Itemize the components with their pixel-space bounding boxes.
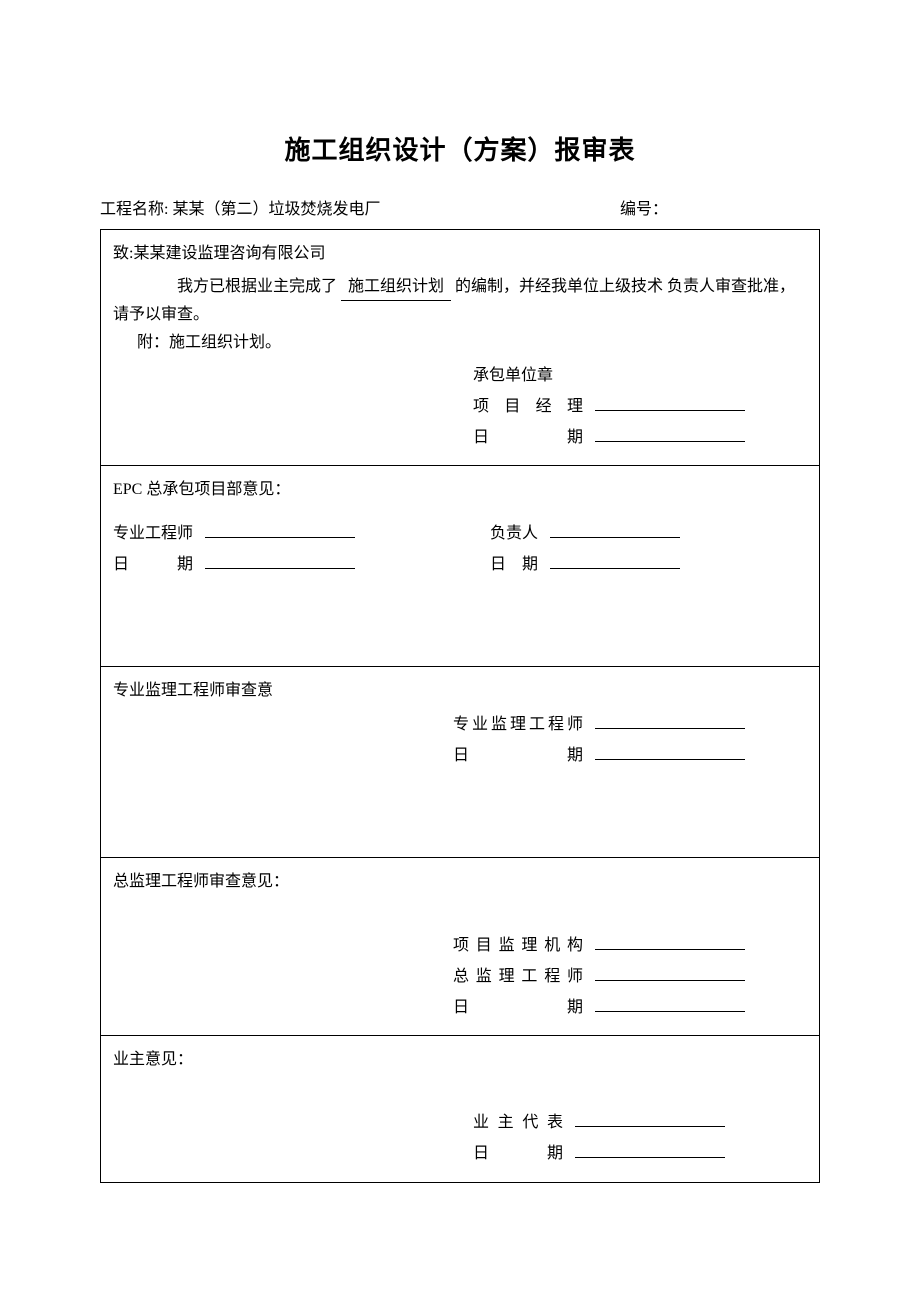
epc-eng-blank xyxy=(205,537,355,538)
owner-sig-block: 业主代表 日 期 xyxy=(473,1109,807,1167)
section-chief-supervisor: 总监理工程师审查意见： 项目监理机构 总监理工程师 日 期 xyxy=(101,858,820,1036)
section-owner: 业主意见： 业主代表 日 期 xyxy=(101,1036,820,1183)
date-blank-1 xyxy=(595,441,745,442)
chief-heading: 总监理工程师审查意见： xyxy=(113,868,807,895)
serial-label: 编号： xyxy=(620,201,668,218)
project-name-value: 某某（第二）垃圾焚烧发电厂 xyxy=(172,201,380,218)
epc-date-label-r: 日 期 xyxy=(490,551,538,578)
epc-date-label-l: 日 期 xyxy=(113,551,193,578)
epc-right-col: 负责人 日 期 xyxy=(430,520,807,582)
page: 施工组织设计（方案）报审表 工程名称: 某某（第二）垃圾焚烧发电厂 编号： 致:… xyxy=(0,0,920,1302)
date-label-1: 日 期 xyxy=(473,424,583,451)
chief-blank xyxy=(595,980,745,981)
owner-date-blank xyxy=(575,1157,725,1158)
owner-date-label: 日 期 xyxy=(473,1140,563,1167)
sup-eng-date-label: 日 期 xyxy=(453,742,583,769)
epc-leader-blank xyxy=(550,537,680,538)
contractor-seal-label: 承包单位章 xyxy=(473,362,553,389)
chief-date-label: 日 期 xyxy=(453,994,583,1021)
header-row: 工程名称: 某某（第二）垃圾焚烧发电厂 编号： xyxy=(100,195,820,219)
form-table: 致:某某建设监理咨询有限公司 我方已根据业主完成了 施工组织计划 的编制，并经我… xyxy=(100,229,820,1183)
sup-eng-date-blank xyxy=(595,759,745,760)
chief-label: 总监理工程师 xyxy=(453,963,583,990)
owner-rep-label: 业主代表 xyxy=(473,1109,563,1136)
to-company: 某某建设监理咨询有限公司 xyxy=(133,245,325,262)
body-prefix: 我方已根据业主完成了 xyxy=(177,278,337,295)
org-blank xyxy=(595,949,745,950)
epc-left-col: 专业工程师 日 期 xyxy=(113,520,430,582)
chief-date-blank xyxy=(595,1011,745,1012)
owner-rep-blank xyxy=(575,1126,725,1127)
to-label: 致: xyxy=(113,245,133,262)
plan-name-underline: 施工组织计划 xyxy=(341,273,451,301)
plan-name: 施工组织计划 xyxy=(348,278,444,295)
epc-date-blank-r xyxy=(550,568,680,569)
epc-heading: EPC 总承包项目部意见： xyxy=(113,476,807,503)
pm-label: 项目经理 xyxy=(473,393,583,420)
project-name: 工程名称: 某某（第二）垃圾焚烧发电厂 xyxy=(100,195,620,219)
org-label: 项目监理机构 xyxy=(453,932,583,959)
contractor-sig-block: 承包单位章 项目经理 日 期 xyxy=(473,362,807,452)
section-supervisor-eng: 专业监理工程师审查意 专业监理工程师 日 期 xyxy=(101,667,820,858)
epc-eng-label: 专业工程师 xyxy=(113,520,193,547)
project-name-label: 工程名称: xyxy=(100,201,168,218)
attachment-line: 附：施工组织计划。 xyxy=(113,329,807,356)
chief-sig-block: 项目监理机构 总监理工程师 日 期 xyxy=(453,932,807,1022)
sup-eng-sig-block: 专业监理工程师 日 期 xyxy=(453,711,807,769)
serial-number: 编号： xyxy=(620,195,820,219)
sup-eng-heading: 专业监理工程师审查意 xyxy=(113,677,807,704)
sup-eng-label: 专业监理工程师 xyxy=(453,711,583,738)
epc-leader-label: 负责人 xyxy=(490,520,538,547)
sup-eng-blank xyxy=(595,728,745,729)
epc-date-blank-l xyxy=(205,568,355,569)
pm-blank xyxy=(595,410,745,411)
page-title: 施工组织设计（方案）报审表 xyxy=(100,130,820,167)
section-contractor: 致:某某建设监理咨询有限公司 我方已根据业主完成了 施工组织计划 的编制，并经我… xyxy=(101,230,820,466)
section-epc: EPC 总承包项目部意见： 专业工程师 日 期 负责人 日 期 xyxy=(101,466,820,667)
owner-heading: 业主意见： xyxy=(113,1046,807,1073)
